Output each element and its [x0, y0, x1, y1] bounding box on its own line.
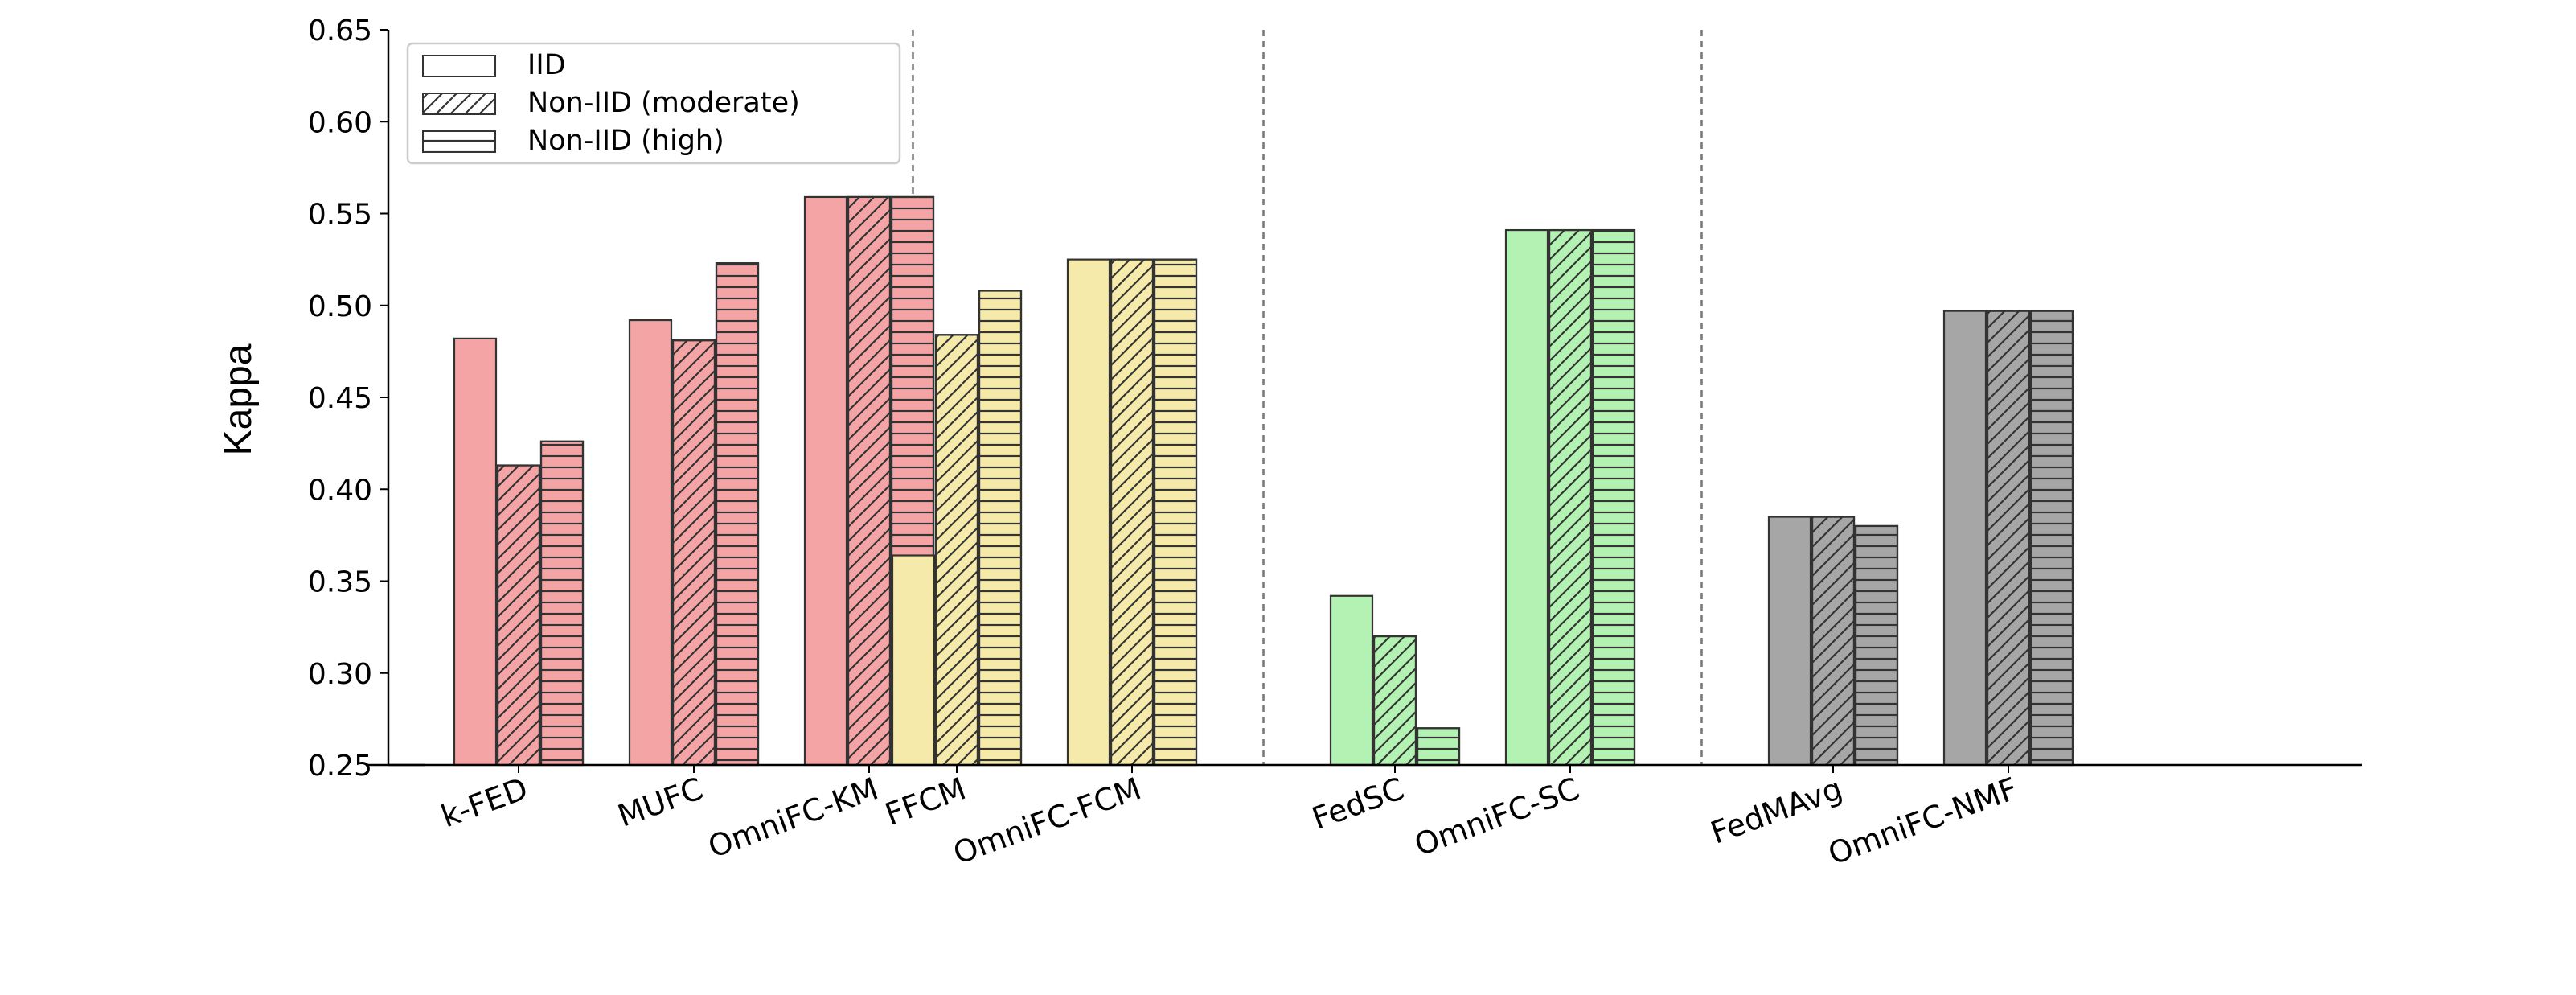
x-tick-label: k-FED [437, 771, 532, 834]
bar-fedmavg-series-0 [1767, 516, 1812, 767]
legend-label: IID [527, 49, 566, 81]
y-tick-label: 0.65 [308, 14, 372, 47]
bar-hatch-k-fed-series-1 [496, 464, 541, 767]
bars [453, 195, 2074, 767]
bar-omnifc-fcm-series-0 [1066, 258, 1111, 767]
y-tick-label: 0.60 [308, 106, 372, 139]
bar-hatch-omnifc-sc-series-1 [1548, 228, 1593, 767]
legend-box [406, 42, 901, 165]
bar-hatch-k-fed-series-2 [539, 440, 585, 767]
legend-swatch-hatch [422, 130, 496, 153]
x-tick-label: OmniFC-KM [703, 771, 883, 865]
bar-hatch-fedmavg-series-1 [1811, 516, 1856, 767]
bar-omnifc-sc-series-0 [1504, 228, 1549, 767]
bar-hatch-omnifc-fcm-series-2 [1153, 258, 1198, 767]
bar-hatch-fedsc-series-1 [1372, 635, 1417, 767]
bar-hatch-fedmavg-series-2 [1854, 524, 1899, 767]
y-tick-label: 0.30 [308, 658, 372, 691]
y-tick-label: 0.55 [308, 199, 372, 232]
x-tick-label: OmniFC-FCM [949, 771, 1146, 871]
bar-hatch-fedsc-series-2 [1416, 727, 1461, 767]
bar-hatch-mufc-series-1 [671, 339, 716, 767]
legend: IID Non-IID (moderate) Non-IID (high) [406, 42, 901, 165]
legend-swatch [422, 55, 496, 77]
x-tick-label: FFCM [880, 771, 970, 833]
y-tick-label: 0.50 [308, 290, 372, 323]
legend-label: Non-IID (high) [527, 125, 724, 157]
bar-hatch-omnifc-sc-series-2 [1591, 228, 1636, 767]
y-tick-label: 0.40 [308, 474, 372, 507]
bar-k-fed-series-0 [453, 337, 498, 767]
x-tick-label: MUFC [613, 771, 708, 834]
bar-mufc-series-0 [628, 319, 673, 767]
bar-hatch-omnifc-km-series-1 [847, 195, 892, 767]
y-tick-label: 0.35 [308, 566, 372, 599]
bar-hatch-omnifc-nmf-series-1 [1986, 310, 2031, 767]
bar-fedsc-series-0 [1329, 594, 1374, 767]
y-axis-label: Kappa [217, 343, 260, 455]
bar-hatch-ffcm-series-2 [978, 290, 1023, 767]
bar-hatch-ffcm-series-1 [934, 334, 979, 767]
y-tick-label: 0.25 [308, 750, 372, 783]
x-tick-label: FedSC [1307, 771, 1409, 837]
legend-swatch-hatch [422, 93, 496, 115]
bar-hatch-omnifc-nmf-series-2 [2029, 310, 2074, 767]
bar-ffcm-series-0 [891, 554, 936, 767]
legend-label: Non-IID (moderate) [527, 87, 800, 119]
bar-hatch-mufc-series-2 [715, 262, 760, 767]
x-tick-label: OmniFC-SC [1410, 771, 1584, 863]
bar-hatch-omnifc-fcm-series-1 [1110, 258, 1155, 767]
y-tick-label: 0.45 [308, 382, 372, 415]
bar-omnifc-nmf-series-0 [1942, 310, 1987, 767]
x-tick-label: OmniFC-NMF [1823, 771, 2022, 872]
bar-omnifc-km-series-0 [803, 195, 848, 767]
